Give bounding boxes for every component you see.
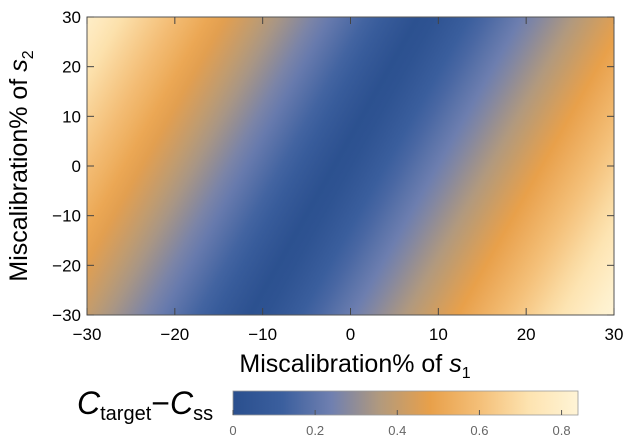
y-axis: −30 −20 −10 0 10 20 30 — [52, 8, 614, 325]
colorbar-label: Ctarget−Css — [77, 385, 213, 425]
x-axis: −30 −20 −10 0 10 20 30 — [73, 17, 624, 344]
y-tick-label: 10 — [62, 107, 81, 126]
y-axis-label-text: Miscalibration% of — [5, 72, 33, 282]
colorbar-tick-label: 0 — [229, 423, 236, 438]
y-tick-label: 30 — [62, 8, 81, 27]
colorbar — [232, 390, 579, 416]
x-tick-label: 0 — [346, 325, 355, 344]
y-tick-label: 0 — [72, 157, 81, 176]
y-axis-label-var: s — [5, 59, 33, 72]
colorbar-ticks: 0 0.2 0.4 0.6 0.8 — [229, 410, 571, 438]
y-axis-label: Miscalibration% of s2 — [5, 50, 37, 281]
colorbar-tick-label: 0.6 — [470, 423, 488, 438]
heatmap-surface — [87, 17, 614, 315]
y-axis-label-sub: 2 — [20, 50, 37, 59]
colorbar-label-sub2: ss — [193, 403, 213, 425]
x-tick-label: 30 — [605, 325, 624, 344]
x-tick-label: −20 — [160, 325, 189, 344]
y-tick-label: 20 — [62, 58, 81, 77]
x-axis-label-var: s — [449, 350, 462, 378]
y-tick-label: −30 — [52, 306, 81, 325]
x-tick-label: 20 — [517, 325, 536, 344]
colorbar-tick-label: 0.8 — [553, 423, 571, 438]
x-axis-label-sub: 1 — [462, 365, 471, 382]
x-tick-label: 10 — [429, 325, 448, 344]
x-axis-label-text: Miscalibration% of — [239, 350, 449, 378]
colorbar-tick-label: 0.4 — [388, 423, 406, 438]
colorbar-tick-label: 0.2 — [306, 423, 324, 438]
colorbar-label-sub1: target — [100, 403, 152, 425]
colorbar-label-c2: C — [170, 385, 194, 421]
x-axis-label: Miscalibration% of s1 — [239, 350, 470, 382]
x-tick-label: −30 — [73, 325, 102, 344]
colorbar-label-c1: C — [77, 385, 101, 421]
y-tick-label: −10 — [52, 207, 81, 226]
colorbar-label-sep: − — [151, 385, 170, 421]
y-tick-label: −20 — [52, 256, 81, 275]
x-tick-label: −10 — [248, 325, 277, 344]
